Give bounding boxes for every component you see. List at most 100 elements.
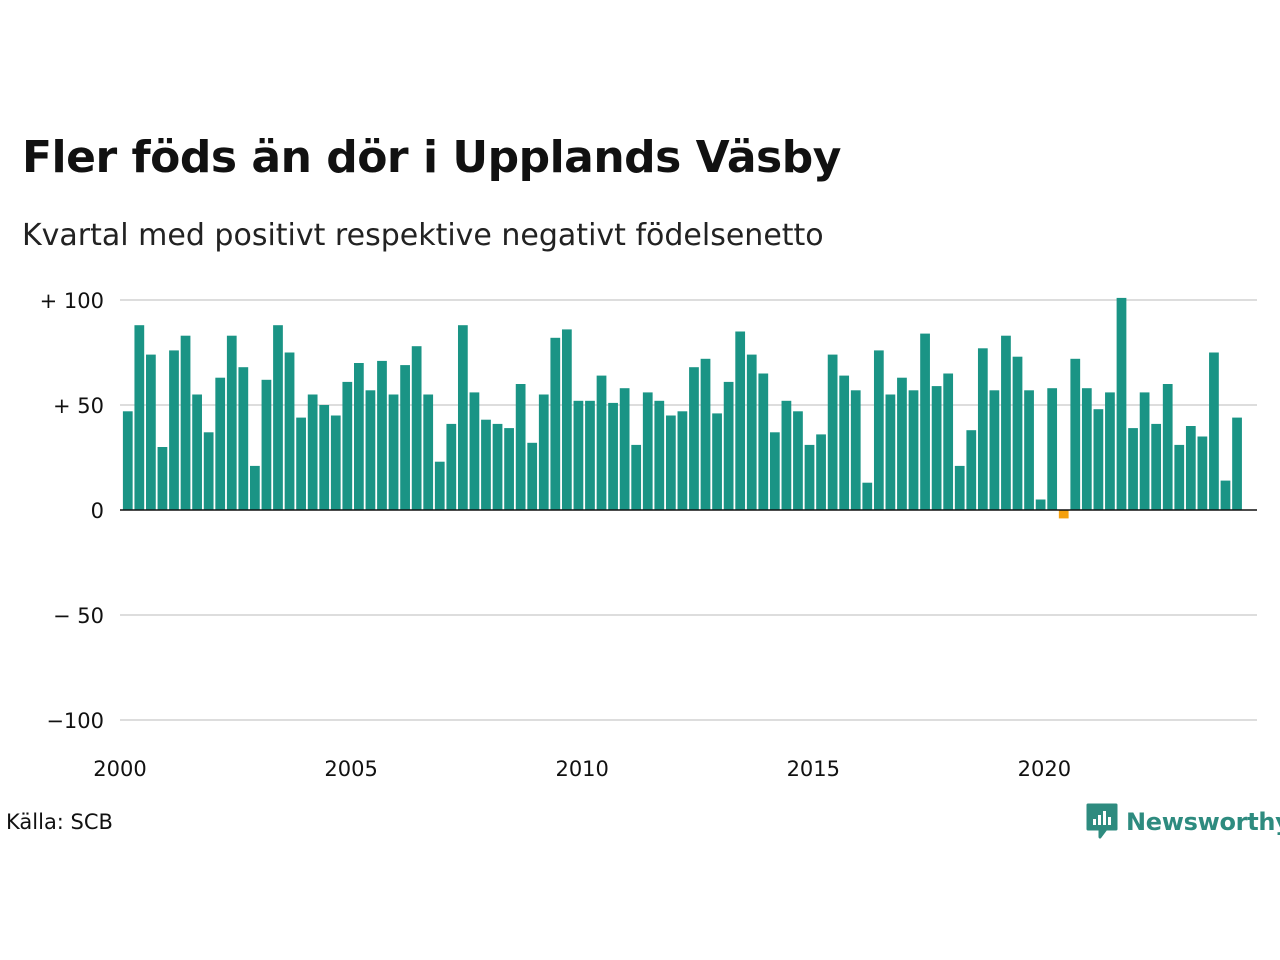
bar-positive bbox=[192, 394, 202, 510]
bar-positive bbox=[550, 337, 561, 510]
bar-positive bbox=[446, 423, 457, 510]
bar-positive bbox=[850, 390, 861, 510]
bar-positive bbox=[746, 354, 757, 510]
bar-positive bbox=[434, 461, 445, 510]
bar-positive bbox=[215, 377, 226, 510]
bar-positive bbox=[816, 434, 826, 510]
bar-positive bbox=[319, 405, 330, 510]
y-tick-label: + 100 bbox=[40, 289, 104, 313]
bar-positive bbox=[180, 335, 191, 510]
bar-positive bbox=[1185, 426, 1196, 510]
bar-positive bbox=[169, 350, 179, 510]
bar-positive bbox=[1105, 392, 1115, 510]
bar-positive bbox=[619, 388, 630, 510]
bar-positive bbox=[977, 348, 988, 510]
bar-positive bbox=[1070, 358, 1081, 510]
bar-positive bbox=[954, 465, 965, 510]
bar-positive bbox=[122, 411, 133, 510]
x-tick-label: 2020 bbox=[1018, 757, 1071, 781]
bar-positive bbox=[307, 394, 318, 510]
bar-positive bbox=[1024, 390, 1034, 510]
y-tick-label: −100 bbox=[46, 709, 104, 733]
bar-positive bbox=[920, 333, 930, 510]
bar-positive bbox=[226, 335, 237, 510]
bar-positive bbox=[1220, 480, 1231, 510]
bar-positive bbox=[1081, 388, 1092, 510]
logo-text: Newsworthy bbox=[1126, 808, 1280, 836]
bar-positive bbox=[1151, 423, 1162, 510]
bar-positive bbox=[203, 432, 214, 510]
y-axis-labels: + 100 + 50 0 − 50 −100 bbox=[40, 289, 104, 733]
bar-positive bbox=[1174, 444, 1185, 510]
bar-positive bbox=[457, 325, 468, 510]
bar-positive bbox=[897, 377, 907, 510]
y-tick-label: − 50 bbox=[53, 604, 104, 628]
bar-positive bbox=[989, 390, 1000, 510]
x-tick-label: 2000 bbox=[93, 757, 146, 781]
bar-positive bbox=[608, 402, 618, 510]
bar-positive bbox=[585, 400, 595, 510]
bar-positive bbox=[1139, 392, 1150, 510]
x-tick-label: 2010 bbox=[555, 757, 608, 781]
bar-positive bbox=[712, 413, 722, 510]
bar-positive bbox=[573, 400, 584, 510]
bar-positive bbox=[723, 381, 734, 510]
bar-positive bbox=[561, 329, 572, 510]
bar-positive bbox=[1116, 297, 1127, 510]
bar-positive bbox=[492, 423, 503, 510]
bar-positive bbox=[1047, 388, 1058, 510]
bar-positive bbox=[596, 375, 607, 510]
bar-positive bbox=[665, 415, 676, 510]
bar-positive bbox=[481, 419, 491, 510]
x-axis-labels: 2000 2005 2010 2015 2020 bbox=[93, 757, 1071, 781]
bars bbox=[122, 297, 1242, 519]
chart-title: Fler föds än dör i Upplands Väsby bbox=[22, 132, 841, 183]
y-tick-label: 0 bbox=[91, 499, 104, 523]
y-tick-label: + 50 bbox=[53, 394, 104, 418]
bar-positive bbox=[689, 367, 699, 510]
bar-positive bbox=[146, 354, 156, 510]
bar-positive bbox=[388, 394, 399, 510]
bar-positive bbox=[631, 444, 642, 510]
bar-positive bbox=[284, 352, 295, 510]
bar-positive bbox=[134, 325, 145, 510]
source-note: Källa: SCB bbox=[6, 810, 113, 834]
x-tick-label: 2005 bbox=[324, 757, 377, 781]
bar-positive bbox=[250, 465, 260, 510]
bar-positive bbox=[527, 442, 538, 510]
logo-icon bbox=[1086, 803, 1118, 839]
bar-positive bbox=[769, 432, 780, 510]
bar-positive bbox=[931, 386, 942, 510]
bar-positive bbox=[700, 358, 711, 510]
bar-positive bbox=[873, 350, 884, 510]
bar-positive bbox=[1001, 335, 1011, 510]
gridlines bbox=[120, 299, 1257, 721]
bar-positive bbox=[538, 394, 549, 510]
bar-positive bbox=[469, 392, 480, 510]
bar-positive bbox=[377, 360, 387, 510]
bar-positive bbox=[296, 417, 306, 510]
bar-positive bbox=[342, 381, 353, 510]
bar-positive bbox=[423, 394, 434, 510]
bar-positive bbox=[1162, 384, 1173, 510]
bar-positive bbox=[330, 415, 341, 510]
bar-negative bbox=[1058, 510, 1069, 519]
bar-positive bbox=[157, 447, 168, 510]
bar-positive bbox=[1197, 436, 1208, 510]
x-tick-label: 2015 bbox=[787, 757, 840, 781]
bar-positive bbox=[758, 373, 769, 510]
bar-positive bbox=[1012, 356, 1023, 510]
bar-positive bbox=[354, 363, 364, 510]
bar-positive bbox=[677, 411, 688, 510]
bar-positive bbox=[1232, 417, 1242, 510]
newsworthy-logo: Newsworthy bbox=[1086, 802, 1280, 842]
bar-positive bbox=[1093, 409, 1104, 510]
bar-positive bbox=[654, 400, 665, 510]
bar-positive bbox=[504, 428, 514, 510]
bar-positive bbox=[781, 400, 792, 510]
bar-chart: + 100 + 50 0 − 50 −100 2000 2005 2010 2015 2020 bbox=[40, 289, 1257, 781]
bar-positive bbox=[642, 392, 653, 510]
bar-positive bbox=[411, 346, 422, 510]
bar-positive bbox=[400, 365, 410, 510]
bar-positive bbox=[839, 375, 850, 510]
